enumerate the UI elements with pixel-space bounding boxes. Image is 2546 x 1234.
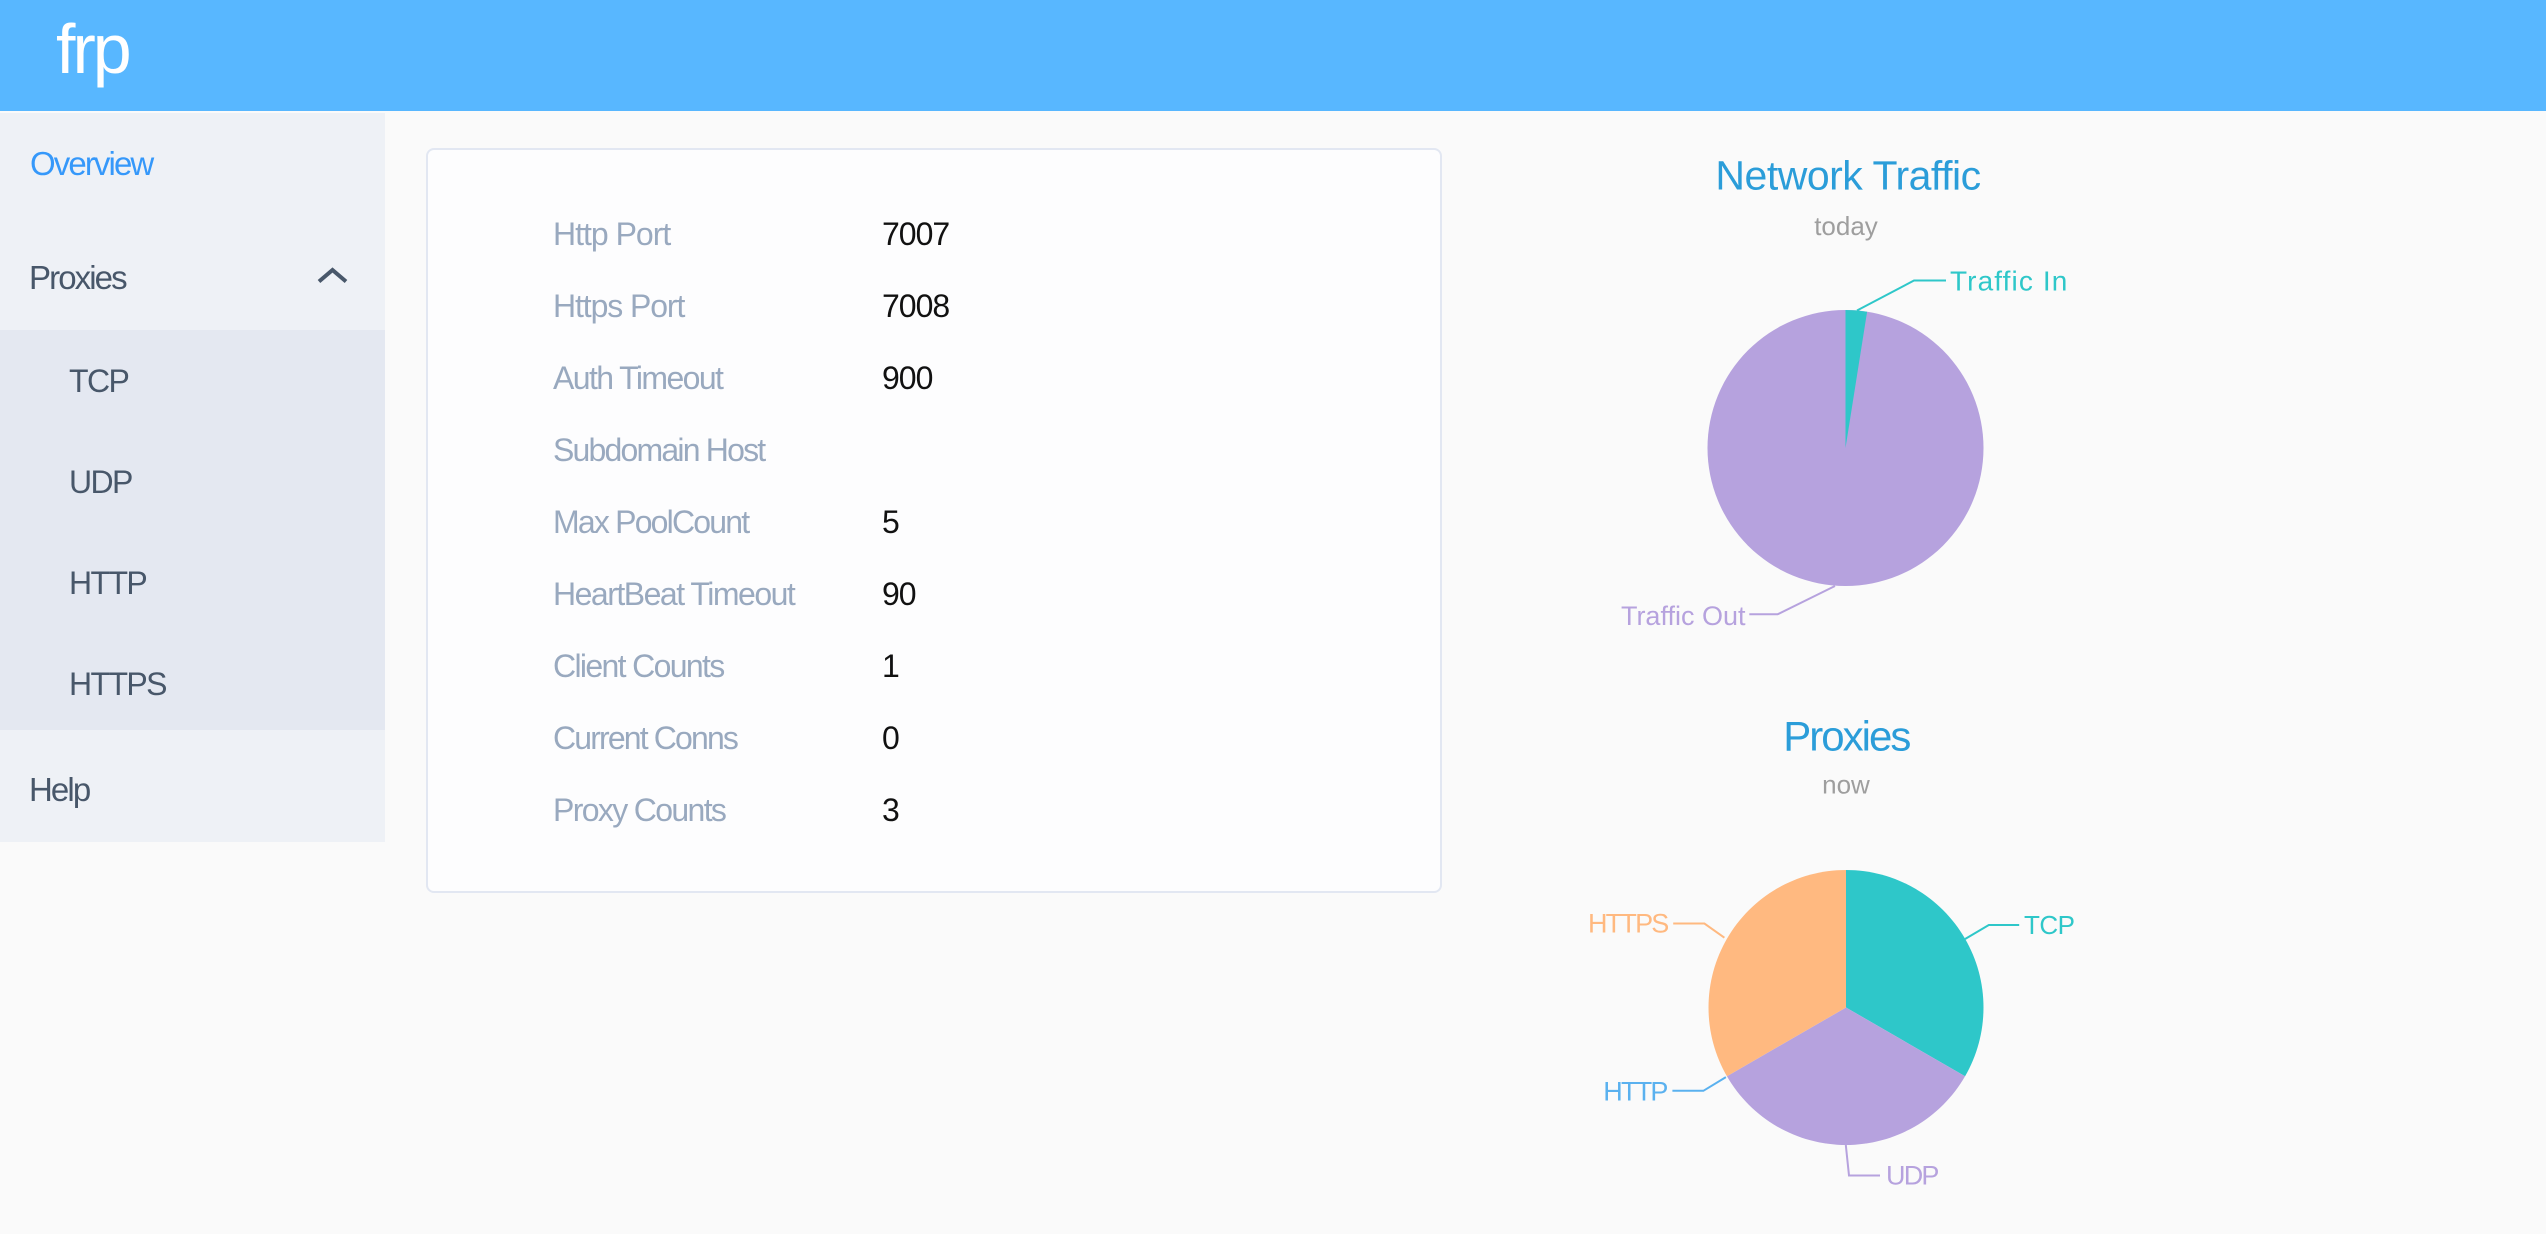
- svg-text:TCP: TCP: [2024, 910, 2075, 940]
- svg-text:today: today: [1814, 211, 1878, 241]
- svg-text:HTTPS: HTTPS: [1588, 908, 1668, 938]
- svg-text:Traffic In: Traffic In: [1950, 266, 2068, 297]
- svg-text:HTTP: HTTP: [1603, 1077, 1667, 1107]
- svg-text:Proxies: Proxies: [1783, 713, 1910, 760]
- svg-text:Traffic Out: Traffic Out: [1621, 601, 1746, 631]
- svg-text:UDP: UDP: [1886, 1160, 1938, 1190]
- svg-text:Network Traffic: Network Traffic: [1715, 153, 1980, 199]
- svg-text:now: now: [1822, 770, 1870, 800]
